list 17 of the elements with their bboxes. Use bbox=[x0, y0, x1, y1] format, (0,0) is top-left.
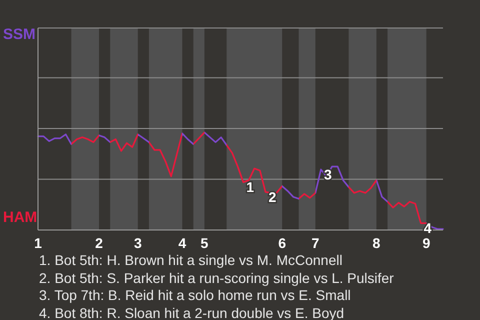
x-tick-label: 7 bbox=[312, 235, 320, 251]
x-tick-label: 1 bbox=[34, 235, 42, 251]
text: 2. Bot 5th: S. Parker hit a run-scoring single vs L. Pulsifer bbox=[39, 270, 394, 287]
x-tick-label: 6 bbox=[278, 235, 286, 251]
x-tick-label: 5 bbox=[200, 235, 209, 251]
x-tick-label: 4 bbox=[178, 235, 186, 251]
x-tick-label: 9 bbox=[422, 235, 430, 251]
x-tick-label: 2 bbox=[95, 235, 104, 251]
text: SSM bbox=[3, 26, 36, 43]
x-tick-label: 3 bbox=[134, 235, 142, 251]
text: 1. Bot 5th: H. Brown hit a single vs M. McConnell bbox=[39, 252, 344, 270]
x-tick-label: 8 bbox=[372, 235, 381, 251]
text: 3. Top 7th: B. Reid hit a solo home run vs E. Small bbox=[39, 287, 352, 304]
annotation: 4 bbox=[424, 220, 432, 236]
annotation: 1 bbox=[246, 179, 254, 196]
text: HAM bbox=[3, 209, 38, 226]
annotation: 2 bbox=[268, 188, 276, 205]
